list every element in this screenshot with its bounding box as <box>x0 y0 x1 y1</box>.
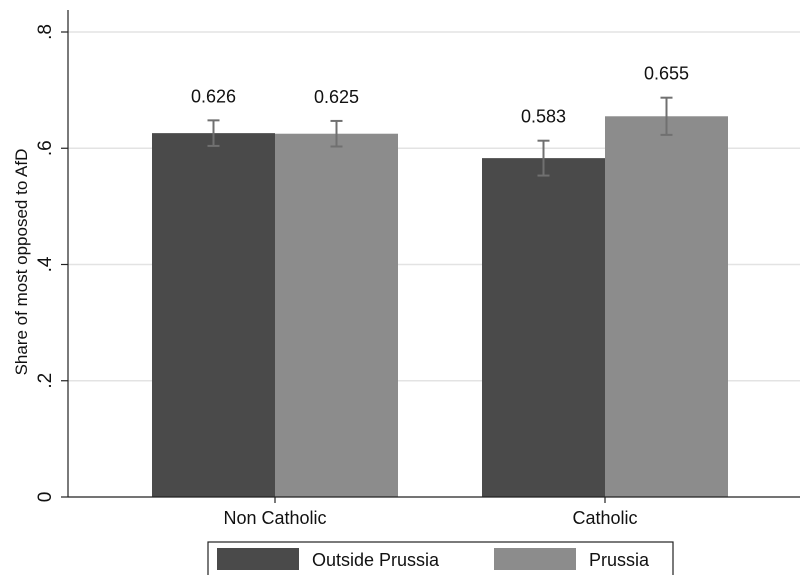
bar <box>605 116 728 497</box>
y-tick-label: .4 <box>35 256 56 272</box>
value-label: 0.583 <box>521 107 566 127</box>
y-tick-label: .6 <box>35 140 56 156</box>
y-axis-title: Share of most opposed to AfD <box>12 149 31 376</box>
axes: 0 .2 .4 .6 .8 Non Catholic Catholic <box>35 10 800 528</box>
value-label: 0.655 <box>644 64 689 84</box>
bar <box>275 133 398 497</box>
category-label: Catholic <box>572 508 637 528</box>
category-label: Non Catholic <box>223 508 326 528</box>
legend: Outside Prussia Prussia <box>207 541 674 575</box>
legend-label: Outside Prussia <box>312 550 440 570</box>
legend-swatch <box>494 548 576 570</box>
y-tick-label: .8 <box>35 24 56 40</box>
bars: 0.626 0.583 0.625 0.655 <box>152 64 728 497</box>
y-tick-label: 0 <box>35 492 56 503</box>
bar <box>482 158 605 497</box>
bar <box>152 133 275 497</box>
value-label: 0.626 <box>191 86 236 106</box>
legend-label: Prussia <box>589 550 650 570</box>
y-tick-label: .2 <box>35 373 56 389</box>
legend-swatch <box>217 548 299 570</box>
value-label: 0.625 <box>314 87 359 107</box>
